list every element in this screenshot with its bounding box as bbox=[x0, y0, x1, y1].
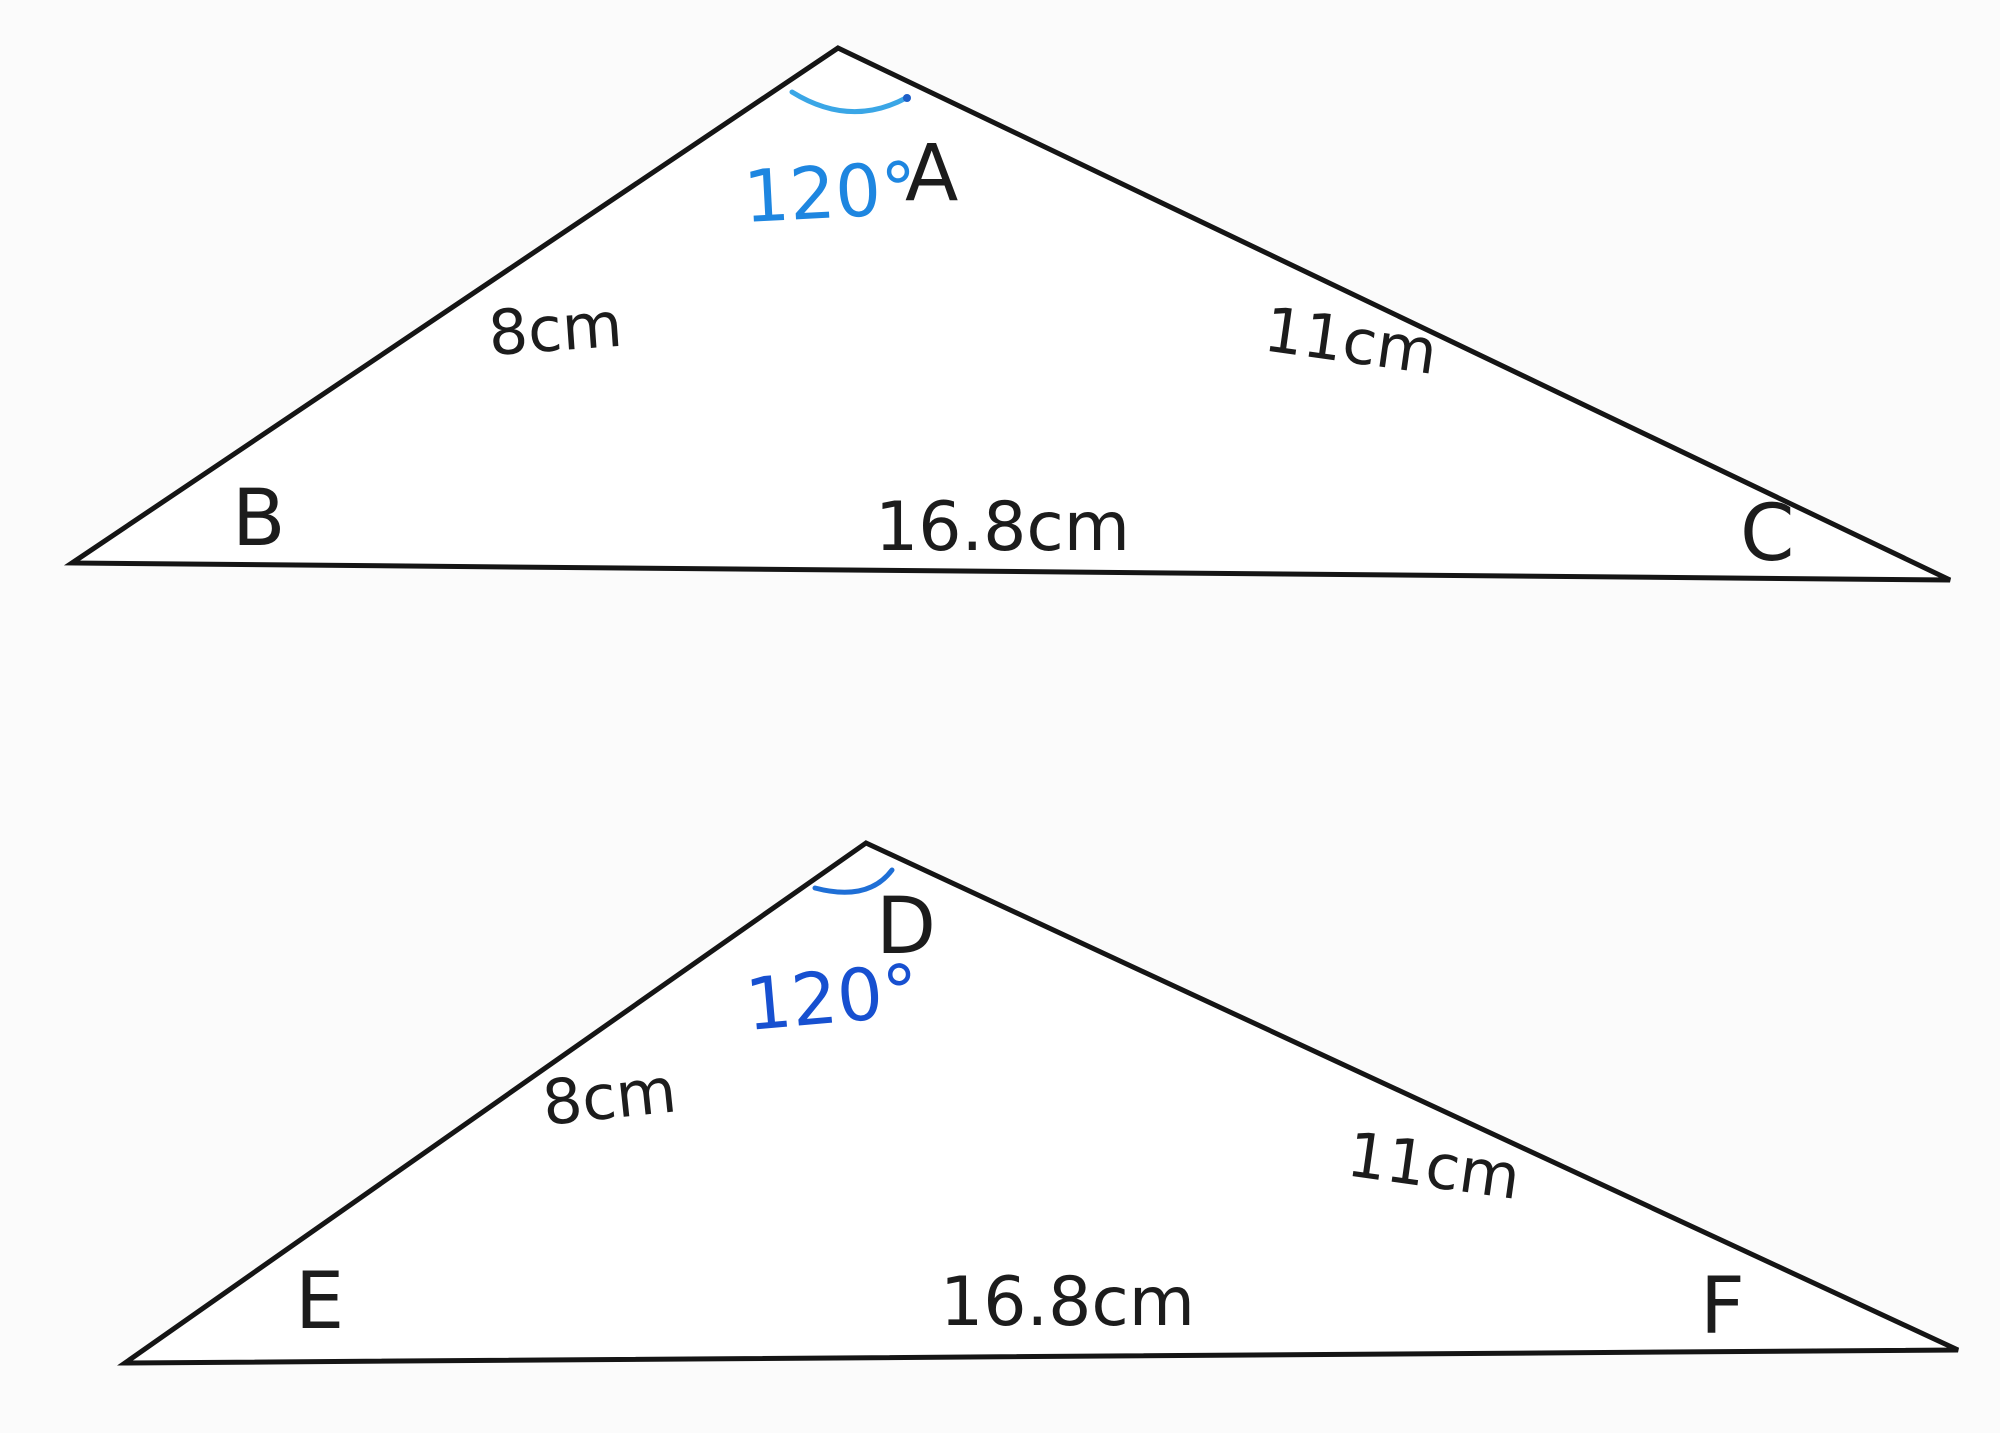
side-de-label: 8cm bbox=[539, 1053, 680, 1140]
triangle-def-face bbox=[125, 843, 1958, 1363]
side-bc-label: 16.8cm bbox=[875, 488, 1130, 567]
vertex-e-label: E bbox=[295, 1257, 344, 1347]
vertex-a-label: A bbox=[905, 129, 958, 219]
triangle-abc-outline bbox=[63, 45, 1952, 583]
angle-d-label: 120° bbox=[742, 948, 922, 1047]
side-ef-label: 16.8cm bbox=[940, 1263, 1195, 1342]
triangle-def: 120° D E F 8cm 11cm 16.8cm bbox=[117, 840, 1960, 1366]
vertex-f-label: F bbox=[1700, 1262, 1745, 1352]
side-ab-label: 8cm bbox=[486, 288, 625, 370]
triangle-def-outline bbox=[117, 840, 1960, 1366]
vertex-b-label: B bbox=[232, 474, 286, 564]
triangle-abc: 120° A B C 8cm 11cm 16.8cm bbox=[63, 45, 1952, 583]
angle-a-arc bbox=[789, 89, 909, 115]
vertex-c-label: C bbox=[1740, 489, 1794, 579]
triangle-abc-face bbox=[72, 48, 1950, 580]
vertex-d-label: D bbox=[876, 882, 936, 972]
angle-a-arc-dot bbox=[903, 94, 911, 102]
angle-d-arc bbox=[812, 867, 895, 895]
angle-a-label: 120° bbox=[741, 146, 919, 239]
